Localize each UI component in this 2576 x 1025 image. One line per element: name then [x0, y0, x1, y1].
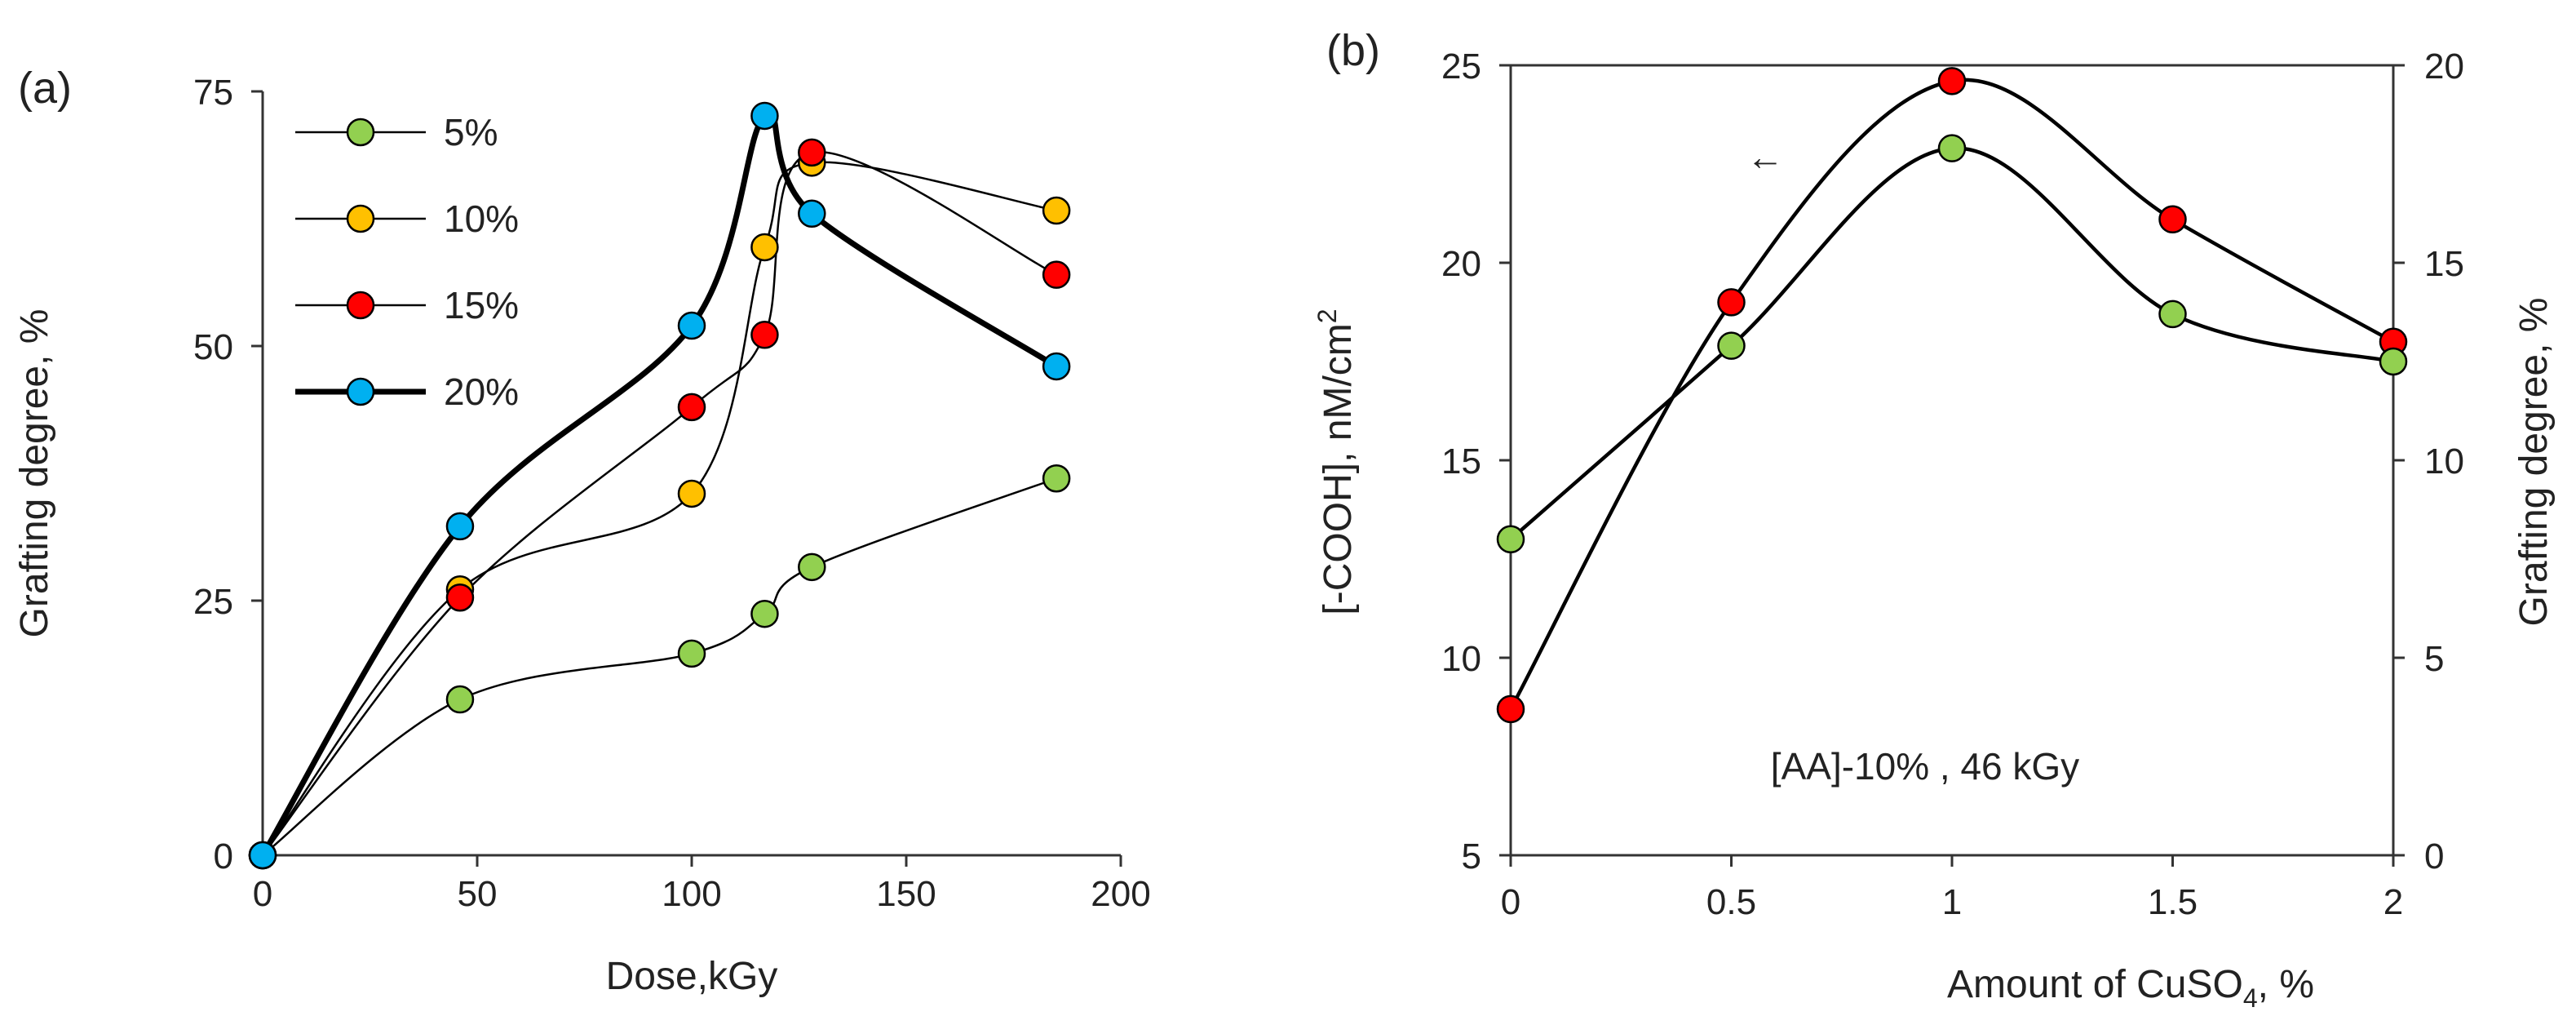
y-tick-label-a: 50 [193, 327, 233, 367]
axis-arrow-annotation: ← [1746, 135, 1784, 178]
data-point-5pct [798, 552, 826, 582]
data-point-left [2158, 205, 2187, 234]
data-point-5pct [1042, 464, 1071, 493]
series-lines-b [1509, 78, 2395, 710]
y-tick-label-left-b: 5 [1462, 836, 1481, 876]
series-lines-a [259, 110, 1058, 857]
data-point-20pct [445, 512, 475, 541]
x-tick-label-a: 200 [1091, 874, 1150, 914]
legend-label: 15% [444, 284, 519, 326]
x-tick-label-a: 150 [876, 874, 936, 914]
data-point-left [1937, 67, 1967, 95]
panel-label-a: (a) [18, 64, 72, 113]
series-points-a [248, 101, 1071, 870]
data-point-10pct [677, 479, 706, 508]
y-axis-title-a: Grafting degree, % [13, 309, 56, 638]
series-line-left [1509, 78, 2395, 710]
data-point-20pct [1042, 352, 1071, 381]
data-point-5pct [445, 685, 475, 714]
data-point-5pct [750, 599, 779, 628]
legend-label: 5% [444, 111, 498, 153]
data-point-left [1496, 694, 1525, 724]
data-point-right [1937, 134, 1967, 162]
series-line-10pct [261, 161, 1057, 856]
series-points-b [1496, 67, 2408, 724]
y-axis-title-left-b: [-COOH], nM/cm2 [1312, 308, 1360, 615]
data-point-left [1717, 288, 1746, 317]
legend-marker [346, 118, 375, 147]
chart-grafting-vs-dose: (a) 0 50 100 150 200 0 25 50 75 5% 10% 15% 20% Dose… [13, 64, 1151, 998]
y-tick-label-left-b: 10 [1441, 639, 1481, 679]
series-line-15pct [262, 150, 1057, 856]
data-point-15pct [677, 393, 706, 422]
x-tick-label-b: 0 [1501, 882, 1520, 922]
x-tick-label-b: 1.5 [2148, 882, 2198, 922]
data-point-5pct [677, 639, 706, 668]
data-point-15pct [1042, 260, 1071, 289]
y-tick-label-left-b: 15 [1441, 442, 1481, 481]
data-point-20pct [750, 101, 779, 131]
y-tick-label-right-b: 15 [2424, 244, 2464, 284]
y-tick-label-a: 0 [214, 836, 233, 876]
legend-marker [346, 377, 375, 406]
data-point-15pct [798, 138, 826, 167]
data-point-20pct [798, 199, 826, 229]
panel-label-b: (b) [1326, 26, 1380, 75]
data-point-20pct [677, 311, 706, 340]
data-point-20pct [248, 841, 277, 870]
x-tick-label-b: 1 [1942, 882, 1962, 922]
x-tick-label-a: 0 [253, 874, 272, 914]
series-line-5pct [262, 477, 1057, 856]
x-axis-title-b: Amount of CuSO4, % [1947, 963, 2314, 1013]
series-line-right [1509, 146, 2394, 541]
x-tick-label-a: 50 [458, 874, 498, 914]
y-axis-title-right-b: Grafting degree, % [2512, 298, 2556, 627]
condition-annotation: [AA]-10% , 46 kGy [1771, 745, 2079, 788]
x-tick-label-b: 0.5 [1706, 882, 1756, 922]
y-tick-label-right-b: 5 [2424, 639, 2444, 679]
legend-marker [346, 291, 375, 320]
legend-a: 5% 10% 15% 20% [295, 111, 519, 413]
legend-label: 20% [444, 371, 519, 413]
y-tick-label-right-b: 0 [2424, 836, 2444, 876]
y-tick-label-left-b: 25 [1441, 47, 1481, 87]
series-line-20pct [259, 110, 1058, 857]
data-point-right [2379, 347, 2408, 376]
data-point-right [1496, 525, 1525, 554]
data-point-15pct [750, 321, 779, 349]
data-point-10pct [1042, 196, 1071, 225]
y-tick-label-a: 25 [193, 582, 233, 622]
y-tick-label-right-b: 10 [2424, 442, 2464, 481]
plot-frame-b [1509, 64, 2395, 857]
x-axis-title-a: Dose,kGy [606, 955, 778, 998]
y-tick-label-a: 75 [193, 73, 233, 113]
legend-marker [346, 204, 375, 233]
data-point-15pct [445, 583, 475, 612]
x-tick-label-a: 100 [662, 874, 721, 914]
data-point-right [1717, 331, 1746, 360]
legend-label: 10% [444, 197, 519, 240]
data-point-right [2158, 300, 2187, 329]
y-tick-label-right-b: 20 [2424, 47, 2464, 87]
data-point-10pct [750, 233, 779, 262]
y-tick-label-left-b: 20 [1441, 244, 1481, 284]
x-tick-label-b: 2 [2383, 882, 2403, 922]
